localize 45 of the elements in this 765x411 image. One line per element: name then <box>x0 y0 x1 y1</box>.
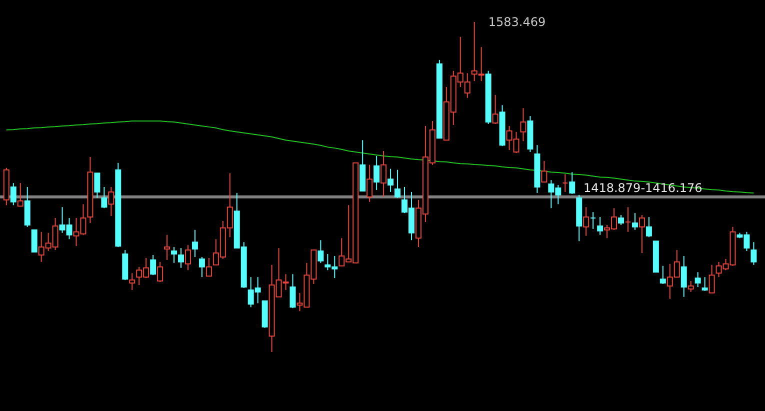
candlestick <box>150 254 156 276</box>
candlestick <box>660 265 666 285</box>
candlestick <box>618 214 624 226</box>
candlestick <box>750 242 757 266</box>
candlestick <box>164 234 170 260</box>
candlestick <box>520 108 526 142</box>
candlestick <box>638 214 645 254</box>
candlestick <box>101 186 108 209</box>
annotation: 1583.469 <box>488 15 546 29</box>
candlestick <box>632 212 638 230</box>
candlestick <box>590 212 596 230</box>
candlestick <box>492 94 498 124</box>
candlestick <box>206 257 212 277</box>
candlestick <box>290 274 296 309</box>
candlestick <box>198 256 205 278</box>
candlestick <box>380 150 387 198</box>
candlestick <box>388 168 394 192</box>
candlestick <box>541 160 548 183</box>
candlestick <box>702 276 708 292</box>
candlestick <box>171 246 178 264</box>
candlestick <box>31 229 38 253</box>
candlestick <box>694 272 701 288</box>
candlestick <box>597 216 604 236</box>
candlestick <box>157 261 164 283</box>
candlestick <box>108 186 114 217</box>
candlestick <box>17 182 24 207</box>
candlestick <box>10 182 16 206</box>
candlestick <box>624 206 631 232</box>
candlestick <box>318 240 324 264</box>
candlestick <box>688 280 694 292</box>
candlestick <box>178 248 184 268</box>
candlestick <box>569 172 576 194</box>
annotation: 1418.879-1416.176 <box>583 180 702 195</box>
candlestick <box>129 272 136 290</box>
candlestick <box>394 169 401 198</box>
candlestick <box>184 244 191 271</box>
candlestick <box>646 216 652 238</box>
candlestick <box>366 164 373 202</box>
candlestick <box>192 229 198 258</box>
candlestick <box>583 206 590 236</box>
candlestick <box>562 174 568 192</box>
candlestick <box>708 264 715 294</box>
candlestick <box>94 172 100 198</box>
candlestick <box>680 255 687 298</box>
candlestick <box>374 155 380 190</box>
